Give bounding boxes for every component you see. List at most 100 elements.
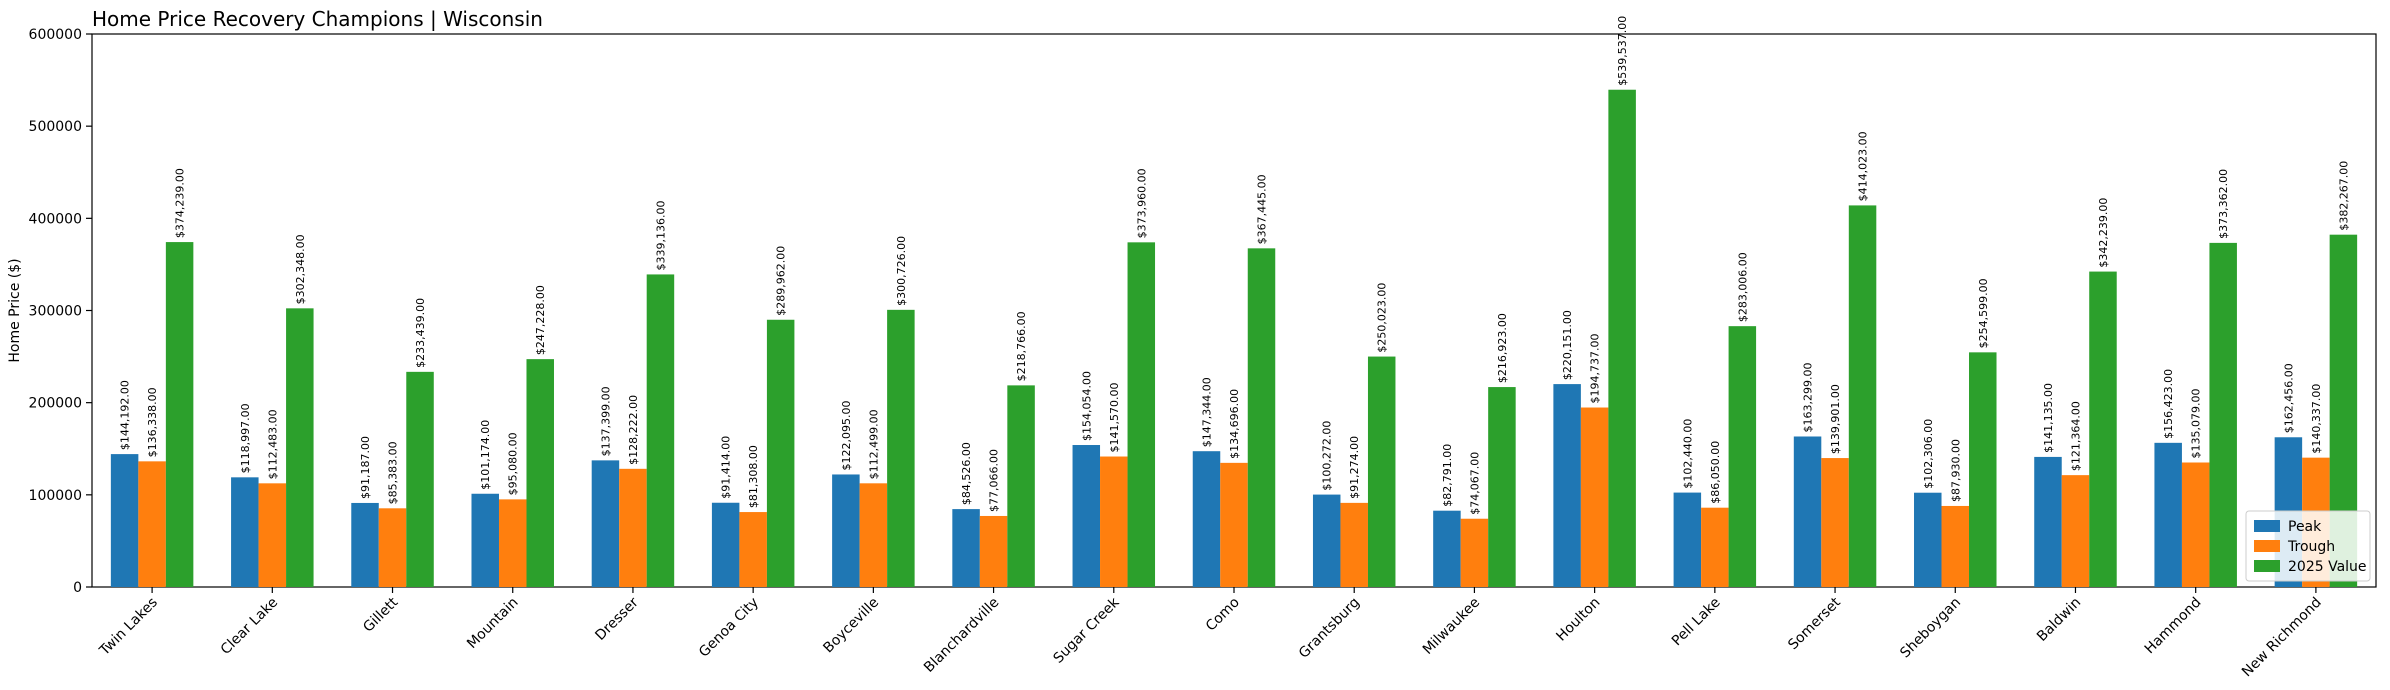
x-tick-label: Como [1203, 595, 1243, 635]
y-tick-label: 200000 [29, 396, 82, 412]
data-label: $74,067.00 [1468, 452, 1481, 515]
data-label: $216,923.00 [1496, 313, 1509, 383]
bar-trough [1100, 456, 1128, 587]
x-tick-label: Houlton [1553, 595, 1603, 645]
data-label: $135,079.00 [2190, 389, 2203, 459]
data-label: $162,456.00 [2282, 363, 2295, 433]
bar-trough [739, 512, 767, 587]
bar-trough [1340, 502, 1368, 587]
data-label: $84,526.00 [960, 442, 973, 505]
bar-trough [1220, 462, 1248, 587]
legend-label: 2025 Value [2288, 559, 2367, 575]
data-label: $91,187.00 [359, 436, 372, 499]
bar-2025-value [1127, 242, 1156, 587]
data-label: $144,192.00 [119, 380, 132, 450]
data-label: $539,537.00 [1616, 16, 1629, 86]
x-ticks: Twin Lakes Clear Lake Gillett Mountain Dress… [96, 587, 2325, 680]
bar-2025-value [1007, 385, 1035, 587]
bar-trough [979, 515, 1008, 587]
bar-2025-value [1247, 248, 1276, 587]
data-label: $95,080.00 [507, 432, 520, 495]
x-tick-label: Blanchardville [921, 595, 1002, 676]
y-tick-label: 600000 [29, 27, 82, 43]
data-label: $339,136.00 [654, 200, 667, 270]
legend-swatch [2254, 560, 2280, 572]
x-tick-label: Genoa City [696, 595, 762, 661]
bar-2025-value [1728, 326, 1757, 587]
data-label: $77,066.00 [988, 449, 1001, 512]
bar-2025-value [2209, 242, 2237, 587]
x-tick-label: Milwaukee [1420, 595, 1483, 658]
bar-trough [138, 461, 166, 587]
bar-peak [1793, 436, 1822, 587]
bar-trough [378, 508, 407, 587]
bar-peak [351, 502, 379, 587]
data-label: $85,383.00 [387, 441, 400, 504]
x-tick-label: Hammond [2142, 595, 2205, 658]
bar-peak [832, 474, 860, 587]
data-label: $247,228.00 [534, 285, 547, 355]
y-tick-label: 0 [73, 580, 82, 596]
data-label: $141,135.00 [2042, 383, 2055, 453]
bar-trough [1821, 458, 1849, 587]
x-tick-label: Mountain [464, 595, 521, 652]
bar-2025-value [2089, 271, 2117, 587]
data-label: $220,151.00 [1561, 310, 1574, 380]
bar-peak [591, 460, 620, 587]
bar-peak [1192, 451, 1221, 587]
data-label: $118,997.00 [239, 403, 252, 473]
data-label: $112,483.00 [266, 409, 279, 479]
bar-peak [1673, 492, 1702, 587]
data-labels: $144,192.00 $136,338.00 $374,239.00 $118,99… [119, 16, 2351, 515]
data-label: $414,023.00 [1857, 131, 1870, 201]
data-label: $373,960.00 [1135, 168, 1148, 238]
bar-2025-value [766, 319, 795, 587]
bar-2025-value [1488, 387, 1516, 587]
data-label: $373,362.00 [2217, 169, 2230, 239]
data-label: $101,174.00 [479, 420, 492, 490]
data-label: $121,364.00 [2069, 401, 2082, 471]
data-label: $283,006.00 [1736, 252, 1749, 322]
x-tick-label: Boyceville [820, 595, 882, 657]
bar-trough [1941, 505, 1970, 587]
legend-label: Trough [2287, 539, 2335, 555]
chart-title: Home Price Recovery Champions | Wisconsi… [92, 7, 543, 31]
data-label: $342,239.00 [2097, 198, 2110, 268]
x-tick-label: Somerset [1785, 594, 1844, 653]
data-label: $87,930.00 [1949, 439, 1962, 502]
legend-swatch [2254, 540, 2280, 552]
bar-2025-value [646, 274, 675, 587]
bar-peak [711, 502, 740, 587]
bar-peak [1433, 510, 1461, 587]
y-tick-label: 500000 [29, 119, 82, 135]
bars [110, 89, 2358, 587]
x-tick-label: Sheboygan [1897, 595, 1964, 662]
legend-label: Peak [2288, 519, 2322, 535]
data-label: $137,399.00 [599, 386, 612, 456]
data-label: $233,439.00 [414, 298, 427, 368]
x-tick-label: Clear Lake [218, 595, 281, 658]
data-label: $154,054.00 [1080, 371, 1093, 441]
bar-trough [258, 483, 287, 587]
data-label: $86,050.00 [1709, 441, 1722, 504]
x-tick-label: New Richmond [2239, 595, 2325, 681]
bar-trough [859, 483, 888, 587]
bar-trough [1460, 518, 1489, 587]
bar-2025-value [887, 309, 915, 587]
data-label: $102,440.00 [1681, 419, 1694, 489]
legend: Peak Trough 2025 Value [2245, 510, 2371, 582]
data-label: $91,414.00 [720, 436, 733, 499]
x-tick-label: Twin Lakes [96, 595, 161, 660]
data-label: $82,791.00 [1441, 444, 1454, 507]
bar-trough [498, 499, 527, 587]
data-label: $91,274.00 [1348, 436, 1361, 499]
data-label: $147,344.00 [1201, 377, 1214, 447]
bar-trough [2181, 462, 2210, 587]
bar-peak [2154, 442, 2182, 587]
bar-peak [110, 454, 139, 587]
bar-2025-value [1367, 356, 1396, 587]
bar-peak [471, 493, 499, 587]
bar-peak [1072, 445, 1101, 587]
x-tick-label: Sugar Creek [1050, 594, 1123, 667]
data-label: $367,445.00 [1256, 174, 1269, 244]
